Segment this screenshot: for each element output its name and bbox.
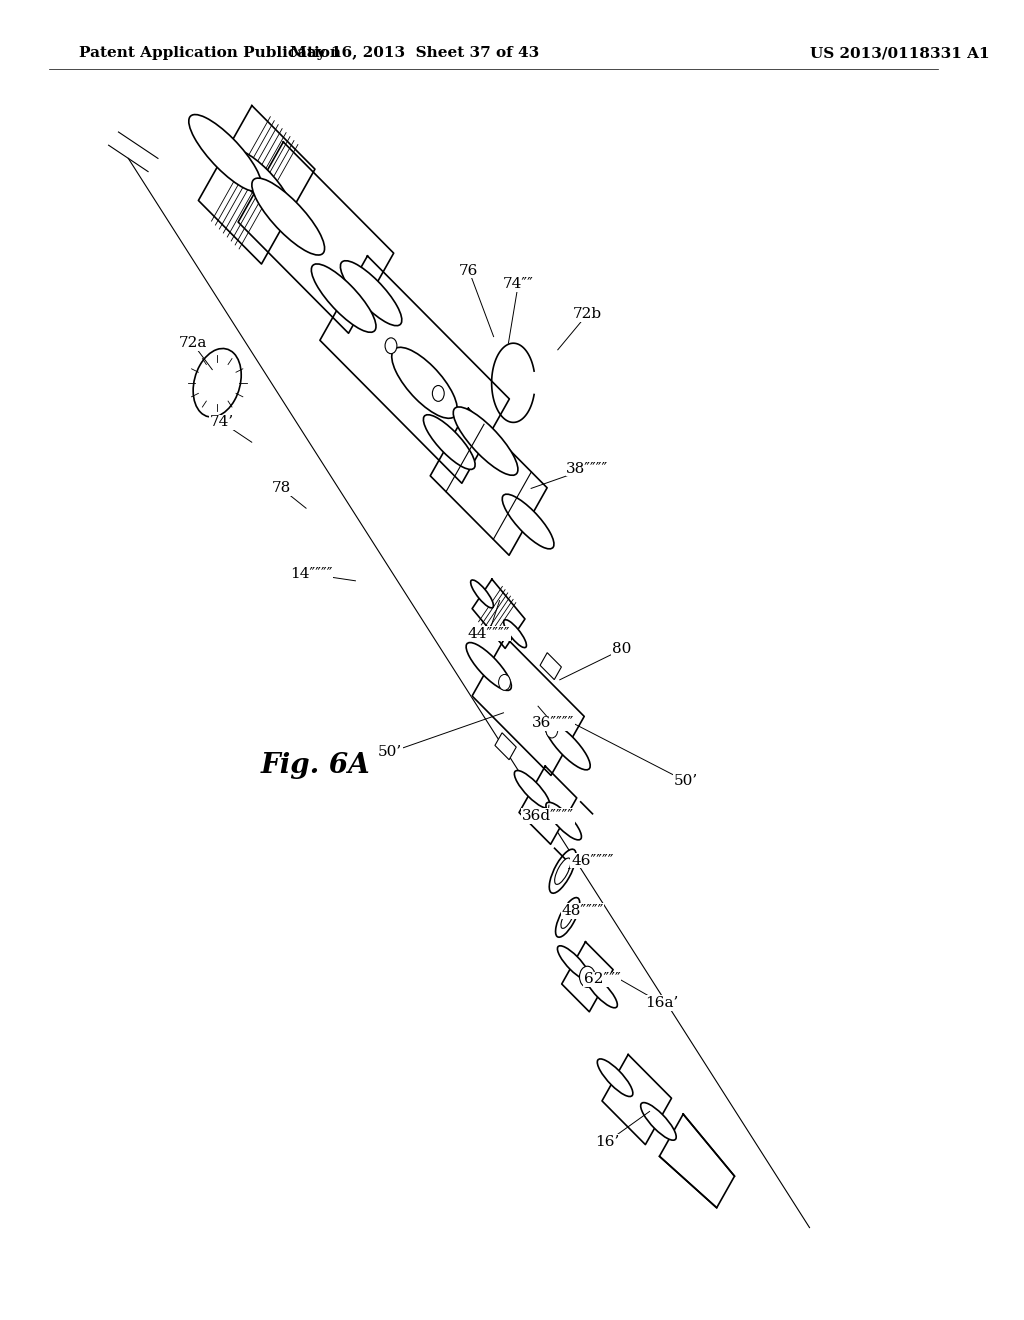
Ellipse shape <box>499 675 510 690</box>
Ellipse shape <box>454 407 518 475</box>
Text: 38″″″″: 38″″″″ <box>566 462 608 475</box>
Text: Fig. 6A: Fig. 6A <box>261 752 371 779</box>
Ellipse shape <box>466 643 511 690</box>
Text: 48″″″″: 48″″″″ <box>561 904 604 917</box>
Text: 72b: 72b <box>572 308 602 321</box>
Ellipse shape <box>580 966 595 987</box>
Text: 14″″″″: 14″″″″ <box>290 568 332 581</box>
Ellipse shape <box>556 898 580 937</box>
Text: 36″″″″: 36″″″″ <box>531 717 574 730</box>
Ellipse shape <box>555 858 570 884</box>
Bar <box>540 652 561 680</box>
Text: 44″″″″: 44″″″″ <box>467 627 510 640</box>
Polygon shape <box>659 1114 734 1208</box>
Ellipse shape <box>514 771 550 808</box>
Ellipse shape <box>545 722 590 770</box>
Ellipse shape <box>504 619 526 648</box>
Ellipse shape <box>561 907 574 928</box>
Ellipse shape <box>392 347 458 418</box>
Polygon shape <box>562 941 613 1012</box>
Polygon shape <box>239 143 393 333</box>
Ellipse shape <box>385 338 397 354</box>
Polygon shape <box>602 1055 672 1144</box>
Text: 36d″″″″: 36d″″″″ <box>522 809 574 822</box>
Polygon shape <box>492 343 535 422</box>
Bar <box>495 733 516 760</box>
Ellipse shape <box>194 348 242 417</box>
Ellipse shape <box>546 722 558 738</box>
Ellipse shape <box>597 1059 633 1097</box>
Ellipse shape <box>188 115 261 191</box>
Text: 62″″″: 62″″″ <box>584 973 621 986</box>
Text: 16a’: 16a’ <box>645 997 678 1010</box>
Ellipse shape <box>252 178 325 255</box>
Text: 16’: 16’ <box>595 1135 620 1148</box>
Polygon shape <box>319 256 509 483</box>
Ellipse shape <box>585 974 617 1007</box>
Ellipse shape <box>641 1102 676 1140</box>
Ellipse shape <box>502 494 554 549</box>
Polygon shape <box>430 408 547 556</box>
Text: US 2013/0118331 A1: US 2013/0118331 A1 <box>810 46 989 61</box>
Text: 74’: 74’ <box>210 416 234 429</box>
Text: May 16, 2013  Sheet 37 of 43: May 16, 2013 Sheet 37 of 43 <box>290 46 540 61</box>
Text: 46″″″″: 46″″″″ <box>571 854 613 867</box>
Ellipse shape <box>340 261 401 326</box>
Ellipse shape <box>546 803 582 840</box>
Text: 74″″: 74″″ <box>503 277 534 290</box>
Polygon shape <box>472 638 585 775</box>
Ellipse shape <box>557 946 590 979</box>
Text: 80: 80 <box>612 643 632 656</box>
Polygon shape <box>519 766 577 845</box>
Ellipse shape <box>423 414 475 470</box>
Text: 72a: 72a <box>178 337 207 350</box>
Ellipse shape <box>549 849 577 894</box>
Text: 50’: 50’ <box>674 775 698 788</box>
Text: 76: 76 <box>459 264 478 277</box>
Polygon shape <box>199 106 315 264</box>
Ellipse shape <box>432 385 444 401</box>
Ellipse shape <box>471 579 494 609</box>
Text: Patent Application Publication: Patent Application Publication <box>79 46 341 61</box>
Ellipse shape <box>230 149 292 214</box>
Text: 50’: 50’ <box>378 746 402 759</box>
Ellipse shape <box>311 264 376 333</box>
Polygon shape <box>472 579 525 648</box>
Text: 78: 78 <box>271 482 291 495</box>
